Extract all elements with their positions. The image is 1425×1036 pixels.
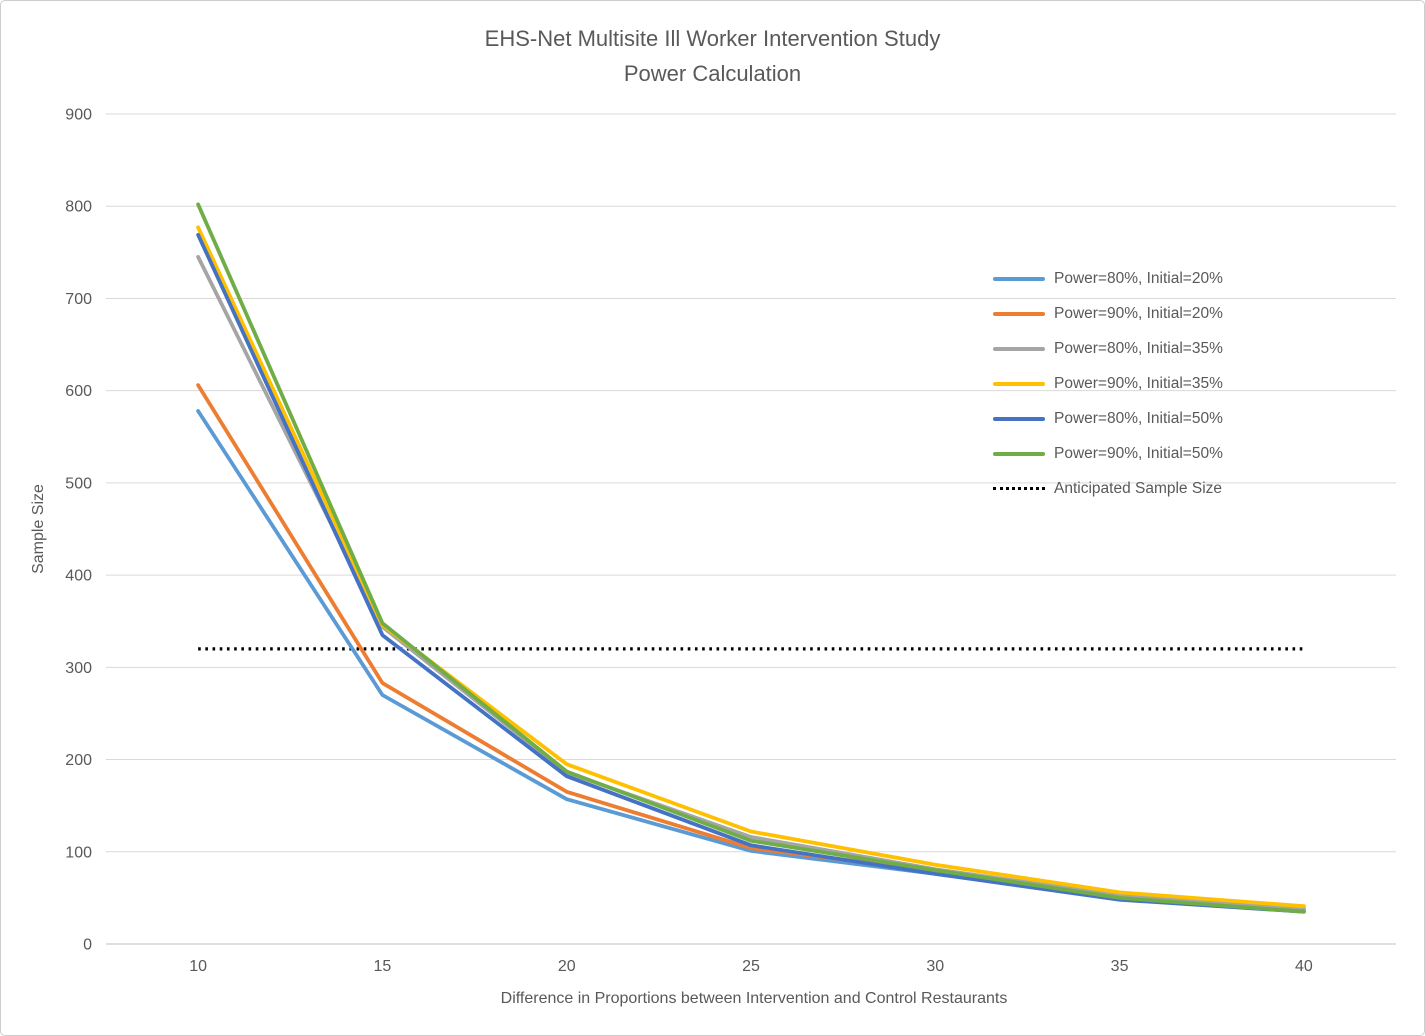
legend-item-4: Power=80%, Initial=50% — [993, 401, 1223, 436]
legend-item-5: Power=90%, Initial=50% — [993, 436, 1223, 471]
legend-line-swatch — [993, 451, 1045, 456]
chart-title-line2: Power Calculation — [623, 61, 802, 86]
x-tick-label: 40 — [1295, 958, 1313, 975]
y-tick-label: 500 — [65, 475, 92, 492]
legend-label: Power=90%, Initial=50% — [1054, 444, 1223, 462]
y-tick-label: 600 — [65, 383, 92, 400]
x-tick-label: 15 — [374, 958, 392, 975]
legend-item-3: Power=90%, Initial=35% — [993, 366, 1223, 401]
legend-line-swatch — [993, 311, 1045, 316]
chart-legend: Power=80%, Initial=20% Power=90%, Initial… — [993, 261, 1223, 506]
y-tick-label: 900 — [65, 107, 92, 124]
x-tick-label: 20 — [558, 958, 576, 975]
chart-title: EHS-Net Multisite Ill Worker Interventio… — [1, 21, 1424, 91]
legend-label: Power=80%, Initial=50% — [1054, 409, 1223, 427]
y-tick-label: 100 — [65, 844, 92, 861]
y-tick-label: 300 — [65, 660, 92, 677]
series-line-5 — [196, 202, 1306, 914]
legend-item-2: Power=80%, Initial=35% — [993, 331, 1223, 366]
legend-item-0: Power=80%, Initial=20% — [993, 261, 1223, 296]
x-axis-title: Difference in Proportions between Interv… — [501, 990, 1008, 1007]
x-tick-label: 30 — [926, 958, 944, 975]
y-tick-label: 400 — [65, 568, 92, 585]
x-tick-label: 10 — [189, 958, 207, 975]
legend-line-swatch — [993, 346, 1045, 351]
x-tick-label: 35 — [1111, 958, 1129, 975]
legend-line-swatch — [993, 416, 1045, 421]
legend-dotted-line-swatch — [993, 487, 1045, 490]
legend-label: Power=90%, Initial=35% — [1054, 374, 1223, 392]
legend-line-swatch — [993, 276, 1045, 281]
y-tick-label: 0 — [83, 937, 92, 954]
y-tick-label: 800 — [65, 199, 92, 216]
legend-label: Power=80%, Initial=35% — [1054, 339, 1223, 357]
legend-label: Power=80%, Initial=20% — [1054, 269, 1223, 287]
y-axis-title: Sample Size — [30, 484, 47, 574]
legend-item-6: Anticipated Sample Size — [993, 471, 1223, 506]
legend-line-swatch — [993, 381, 1045, 386]
chart-title-line1: EHS-Net Multisite Ill Worker Interventio… — [484, 26, 941, 51]
legend-item-1: Power=90%, Initial=20% — [993, 296, 1223, 331]
x-tick-label: 25 — [742, 958, 760, 975]
legend-label: Anticipated Sample Size — [1054, 479, 1223, 497]
legend-label: Power=90%, Initial=20% — [1054, 304, 1223, 322]
y-tick-label: 200 — [65, 752, 92, 769]
y-tick-label: 700 — [65, 291, 92, 308]
